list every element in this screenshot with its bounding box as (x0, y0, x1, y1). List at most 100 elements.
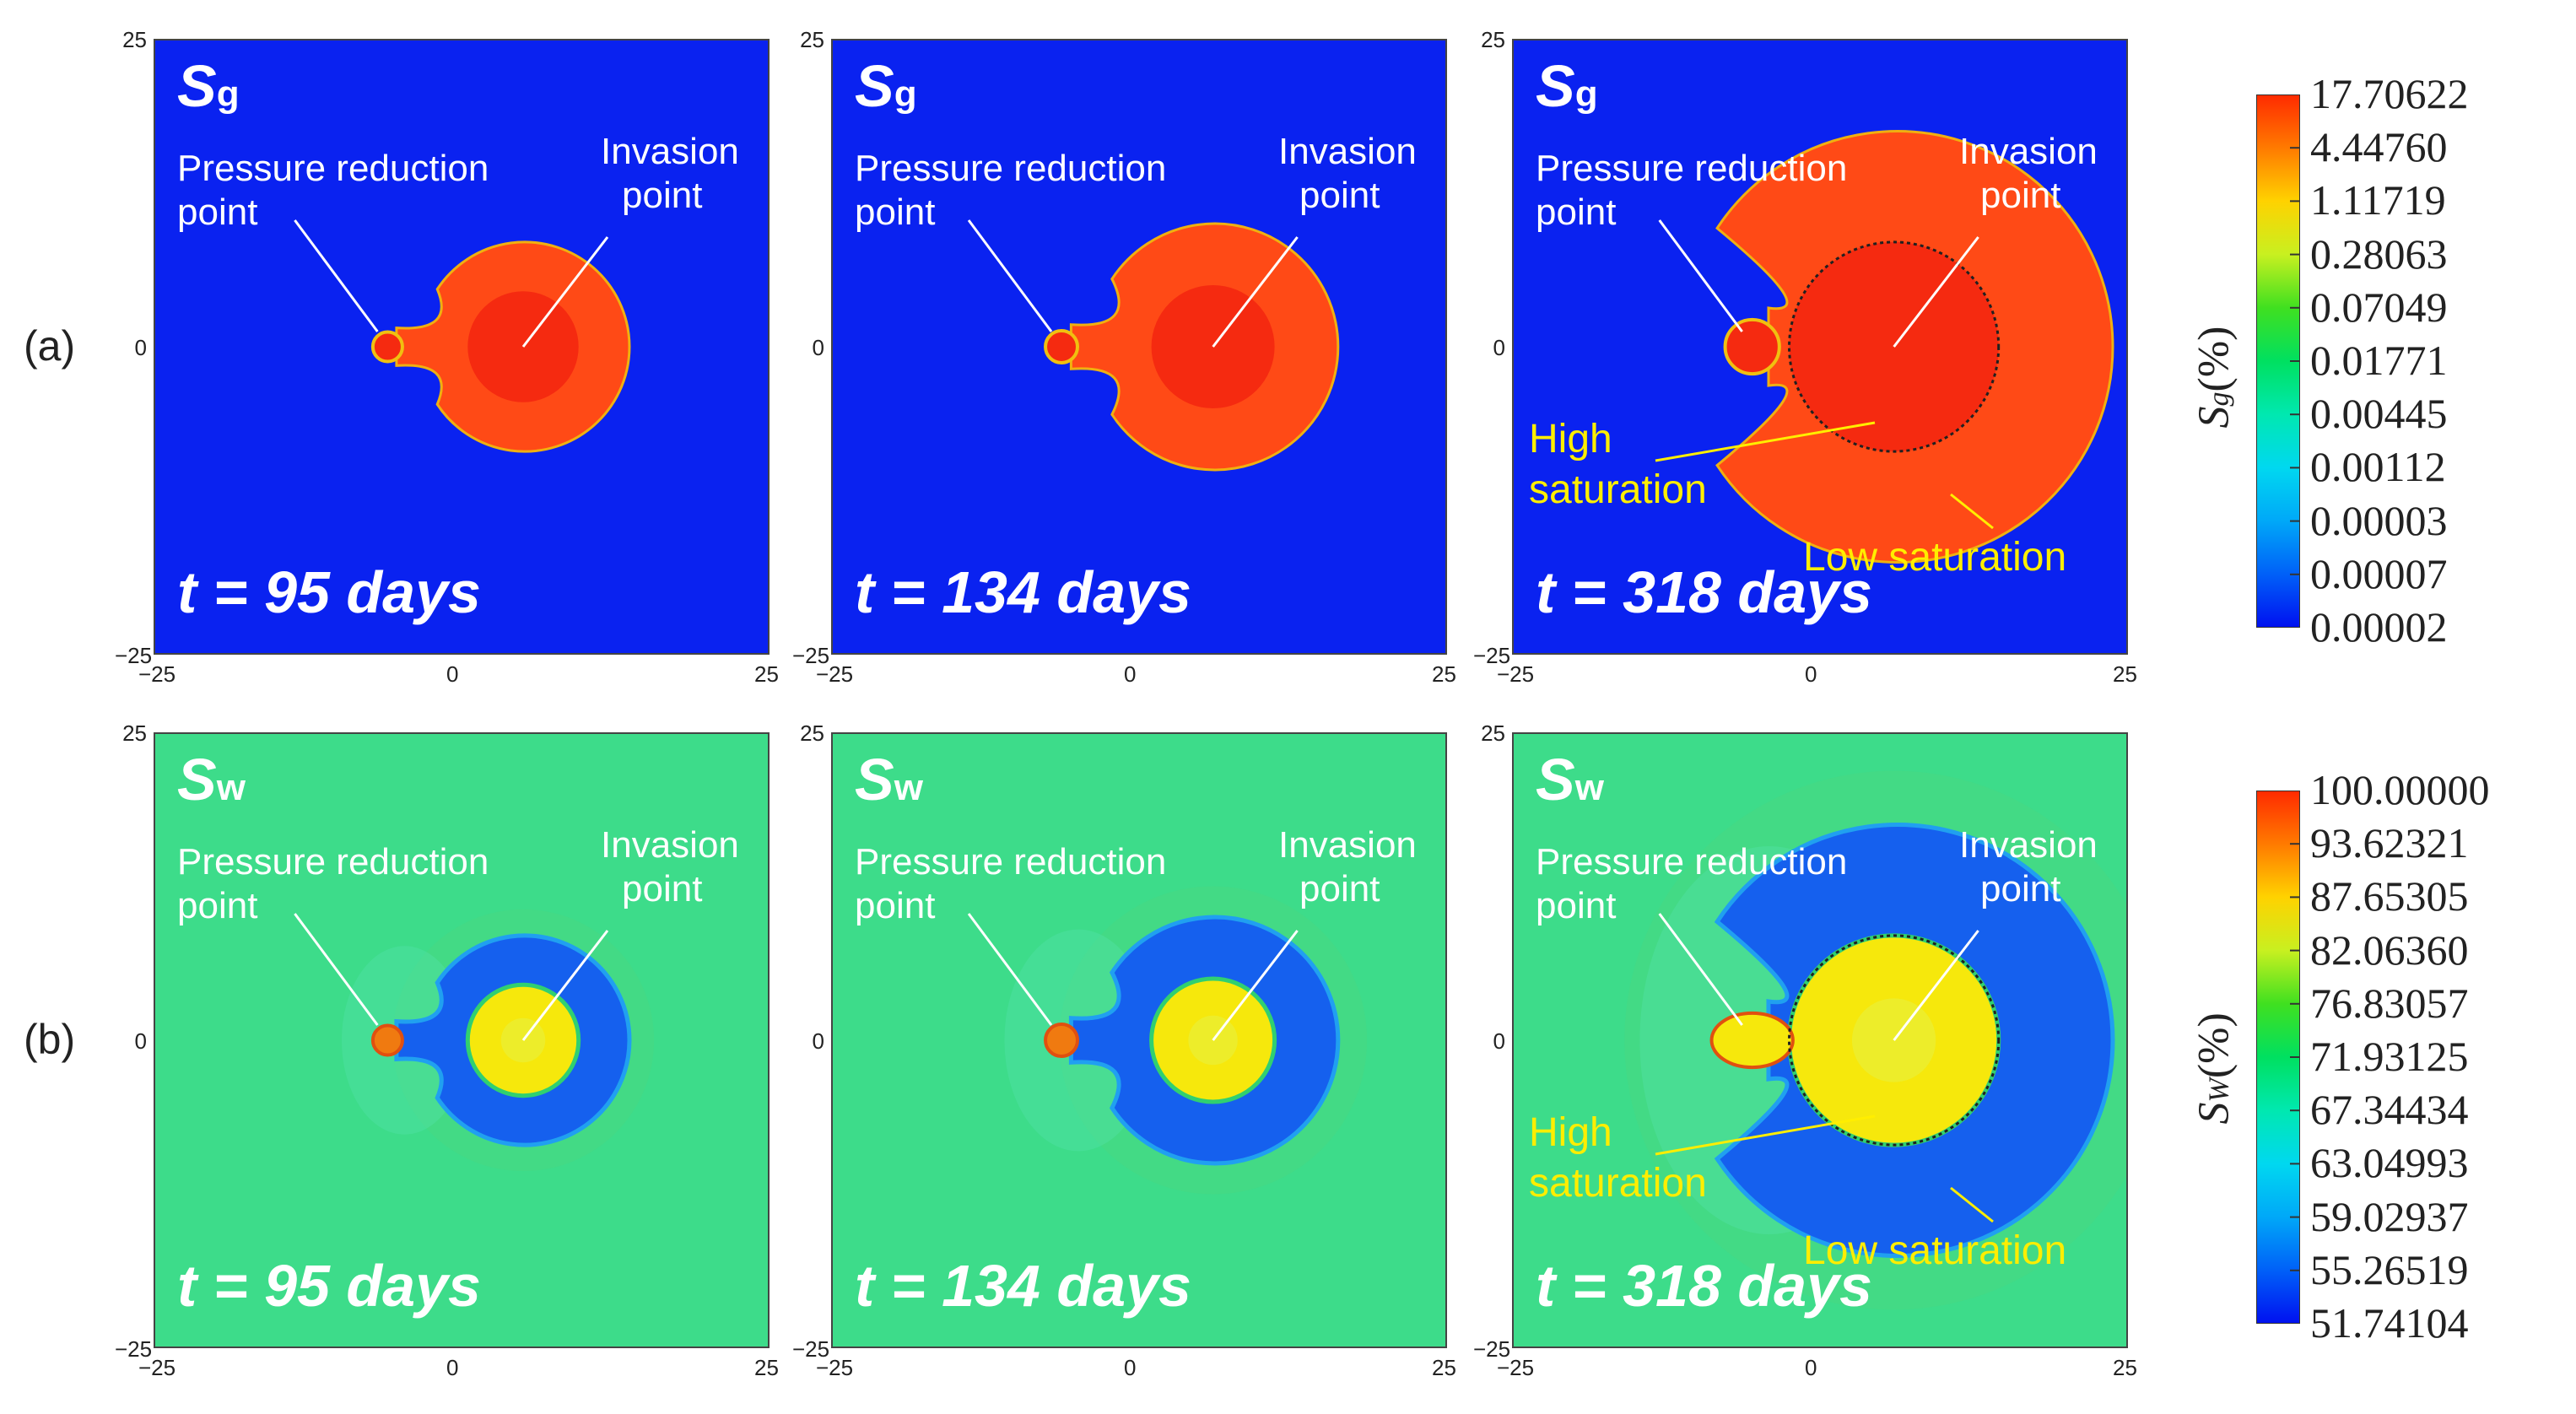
tick-label-x: 25 (2113, 1355, 2137, 1380)
time-label: t = 134 days (855, 559, 1191, 625)
tick-label-y: 25 (1481, 720, 1505, 746)
tick-label-x: 0 (1124, 661, 1137, 687)
colorbar-sg (2256, 94, 2300, 628)
tick-label-y: −25 (115, 643, 153, 668)
tick-label-x: 25 (754, 661, 779, 687)
field-symbol: Sw (855, 747, 924, 812)
tick-label-y: 25 (800, 720, 824, 746)
pressure-reduction-point (370, 1023, 404, 1057)
field-symbol: Sg (1536, 53, 1598, 119)
pressure-reduction-point (370, 330, 404, 364)
colorbar-label: 0.00112 (2310, 443, 2446, 491)
tick-label-y: 0 (1493, 1028, 1505, 1054)
colorbar-label: 51.74104 (2310, 1299, 2469, 1347)
field-symbol: Sg (855, 53, 917, 119)
tick-label-x: −25 (816, 661, 854, 687)
low-saturation-label: Low saturation (1803, 1228, 2066, 1273)
tick-label-y: −25 (1473, 1336, 1511, 1362)
tick-label-y: 0 (812, 335, 824, 360)
tick-label-y: 25 (122, 27, 147, 52)
colorbar-label: 59.02937 (2310, 1192, 2469, 1240)
high-saturation-label: High (1529, 417, 1612, 461)
pressure-point-label-2: point (1536, 192, 1616, 233)
pressure-reduction-point (1044, 329, 1079, 364)
time-label: t = 95 days (177, 1253, 481, 1319)
colorbar-label: 0.00445 (2310, 390, 2448, 438)
colorbar-label: 0.07049 (2310, 283, 2448, 331)
colorbar-label: 0.00003 (2310, 496, 2448, 544)
tick-label-y: 0 (812, 1028, 824, 1054)
tick-label-x: −25 (138, 661, 176, 687)
colorbar-label: 17.70622 (2310, 70, 2469, 117)
colorbar-label: 93.62321 (2310, 819, 2469, 867)
tick-label-y: −25 (1473, 643, 1511, 668)
pressure-reduction-point (1044, 1023, 1079, 1058)
time-label: t = 318 days (1536, 1253, 1872, 1319)
pressure-point-label-2: point (855, 885, 935, 926)
colorbar-label: 4.44760 (2310, 123, 2448, 171)
invasion-point-label-2: point (1980, 175, 2060, 216)
tick-label-x: 0 (446, 661, 459, 687)
invasion-point-label-2: point (622, 175, 702, 216)
high-saturation-core (1789, 241, 1999, 452)
colorbar-sw (2256, 791, 2300, 1324)
invasion-point-label-2: point (622, 868, 702, 909)
tick-label-y: −25 (115, 1336, 153, 1362)
tick-label-y: 25 (800, 27, 824, 52)
colorbar-title: SW(%) (2190, 1012, 2238, 1125)
pressure-point-label-2: point (1536, 885, 1616, 926)
tick-label-y: 0 (134, 335, 147, 360)
pressure-point-label: Pressure reduction (177, 148, 489, 189)
invasion-point-label: Invasion (1278, 824, 1417, 866)
invasion-point-label: Invasion (1959, 824, 2098, 866)
pressure-point-label-2: point (177, 885, 257, 926)
pressure-reduction-point (1709, 1011, 1795, 1070)
colorbar-label: 71.93125 (2310, 1033, 2469, 1080)
field-symbol: Sg (177, 53, 240, 119)
pressure-point-label: Pressure reduction (855, 148, 1166, 189)
tick-label-x: −25 (1497, 661, 1535, 687)
colorbar-label: 67.34434 (2310, 1086, 2469, 1134)
row-label: (b) (24, 1016, 76, 1063)
colorbar-label: 55.26519 (2310, 1245, 2469, 1293)
tick-label-y: −25 (792, 643, 830, 668)
time-label: t = 134 days (855, 1253, 1191, 1319)
tick-label-x: 0 (1124, 1355, 1137, 1380)
time-label: t = 95 days (177, 559, 481, 625)
colorbar-title: Sg(%) (2190, 326, 2238, 429)
tick-label-x: −25 (816, 1355, 854, 1380)
pressure-reduction-point (1723, 317, 1781, 376)
invasion-point-label: Invasion (1959, 131, 2098, 172)
colorbar-label: 100.00000 (2310, 766, 2490, 813)
colorbar-label: 63.04993 (2310, 1139, 2469, 1187)
invasion-point-label: Invasion (1278, 131, 1417, 172)
pressure-point-label-2: point (855, 192, 935, 233)
tick-label-y: 25 (122, 720, 147, 746)
high-saturation-label-2: saturation (1529, 467, 1707, 512)
invasion-point-label: Invasion (601, 824, 739, 866)
invasion-point-label-2: point (1299, 175, 1380, 216)
tick-label-y: 0 (1493, 335, 1505, 360)
colorbar-label: 82.06360 (2310, 926, 2469, 974)
tick-label-y: −25 (792, 1336, 830, 1362)
high-saturation-label-2: saturation (1529, 1161, 1707, 1206)
tick-label-y: 0 (134, 1028, 147, 1054)
colorbar-label: 0.01771 (2310, 337, 2448, 384)
tick-label-x: 0 (1805, 1355, 1817, 1380)
high-saturation-core (467, 291, 579, 402)
colorbar-label: 1.11719 (2310, 176, 2446, 224)
time-label: t = 318 days (1536, 559, 1872, 625)
pressure-point-label: Pressure reduction (1536, 841, 1847, 882)
invasion-point-label: Invasion (601, 131, 739, 172)
tick-label-x: −25 (1497, 1355, 1535, 1380)
pressure-point-label: Pressure reduction (855, 841, 1166, 882)
tick-label-x: 25 (754, 1355, 779, 1380)
pressure-point-label: Pressure reduction (1536, 148, 1847, 189)
low-saturation-label: Low saturation (1803, 535, 2066, 580)
invasion-point-label-2: point (1980, 868, 2060, 909)
tick-label-x: −25 (138, 1355, 176, 1380)
